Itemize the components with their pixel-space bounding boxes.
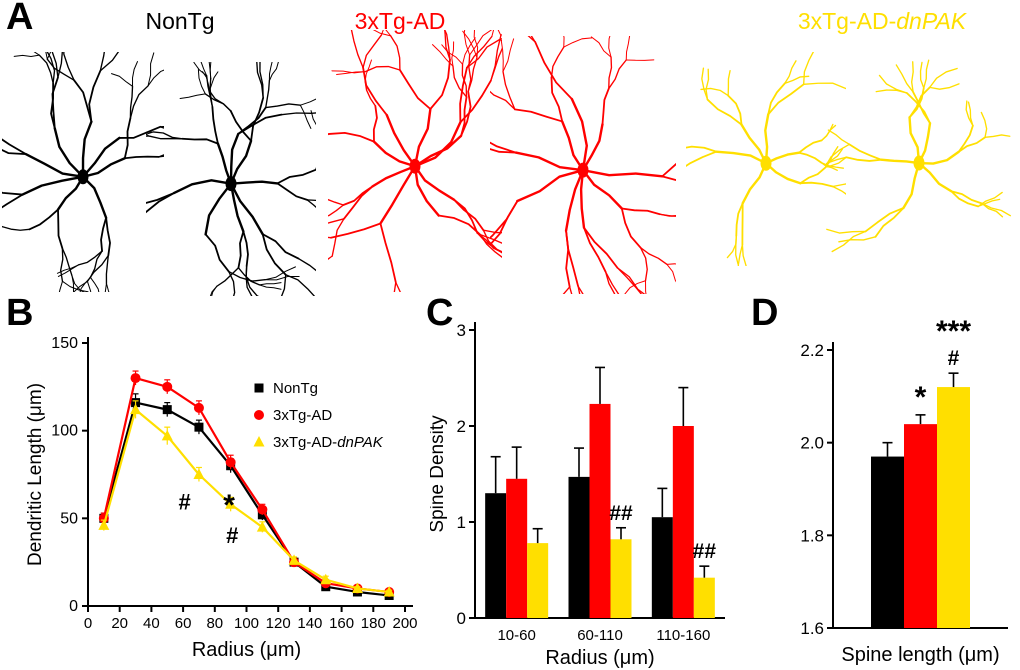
svg-text:0: 0 — [69, 598, 78, 615]
svg-text:140: 140 — [297, 615, 322, 632]
svg-text:Spine Density: Spine Density — [430, 415, 448, 533]
svg-text:150: 150 — [51, 335, 78, 352]
svg-text:3xTg-AD: 3xTg-AD — [273, 407, 332, 424]
svg-text:10-60: 10-60 — [497, 627, 535, 644]
dendritic-length-line-chart: 0 20 40 60 80 100 120 140 160 180 200 0 50 100 150 Radi… — [25, 335, 418, 661]
svg-text:NonTg: NonTg — [273, 380, 318, 397]
neuron-tracing — [146, 62, 316, 296]
svg-text:##: ## — [609, 502, 633, 525]
svg-text:50: 50 — [60, 510, 78, 527]
neuron-tracing — [2, 52, 164, 292]
svg-text:80: 80 — [206, 615, 223, 632]
svg-text:***: *** — [936, 315, 971, 348]
panel-d-label: D — [751, 292, 779, 334]
svg-text:200: 200 — [392, 615, 417, 632]
spine-density-bar-chart: 0 1 2 3 Spine Density 10-60 60-110 110-160Radiu… — [430, 321, 725, 668]
neuron-tracing — [328, 30, 502, 292]
svg-text:100: 100 — [234, 615, 259, 632]
svg-text:*: * — [223, 489, 235, 522]
svg-text:1.8: 1.8 — [800, 526, 824, 545]
svg-text:#: # — [948, 347, 960, 370]
svg-text:2.0: 2.0 — [800, 434, 824, 453]
group-label-nontg: NonTg — [120, 8, 240, 35]
svg-text:60-110: 60-110 — [577, 627, 623, 644]
group-label-3xtg-ad: 3xTg-AD — [330, 8, 470, 35]
svg-text:3: 3 — [457, 321, 466, 340]
svg-text:Spine length (μm): Spine length (μm) — [841, 644, 999, 666]
group-label-nontg-text: NonTg — [145, 8, 215, 34]
svg-text:##: ## — [693, 540, 717, 563]
svg-text:Dendritic Length (μm): Dendritic Length (μm) — [25, 383, 46, 566]
panel-b-label: B — [6, 292, 34, 334]
group-label-3xtg-ad-text: 3xTg-AD — [354, 8, 446, 34]
svg-text:160: 160 — [329, 615, 354, 632]
svg-text:0: 0 — [84, 615, 92, 632]
svg-text:1.6: 1.6 — [800, 619, 824, 638]
group-label-3xtg-ad-dnpak-text: 3xTg-AD- — [797, 8, 897, 34]
svg-text:2.2: 2.2 — [800, 341, 824, 360]
svg-text:Radius (μm): Radius (μm) — [192, 639, 301, 661]
panel-a-label: A — [6, 0, 34, 38]
svg-text:120: 120 — [266, 615, 291, 632]
panel-c-label: C — [426, 292, 454, 334]
svg-text:3xTg-AD-dnPAK: 3xTg-AD-dnPAK — [273, 434, 384, 451]
svg-text:#: # — [226, 523, 238, 548]
svg-text:100: 100 — [51, 423, 78, 440]
svg-text:110-160: 110-160 — [656, 627, 710, 644]
svg-text:Radius (μm): Radius (μm) — [545, 647, 654, 668]
svg-text:*: * — [915, 381, 927, 414]
neuron-tracing — [686, 52, 846, 266]
neuron-tracing — [490, 36, 676, 294]
spine-length-bar-chart: 1.6 1.8 2.0 2.2 Spine length (μm) * #*** — [800, 315, 1008, 666]
svg-text:1: 1 — [457, 513, 466, 532]
svg-text:40: 40 — [143, 615, 160, 632]
svg-text:2: 2 — [457, 417, 466, 436]
svg-text:60: 60 — [175, 615, 192, 632]
svg-text:0: 0 — [457, 609, 466, 628]
neuron-tracing — [826, 59, 1012, 253]
group-label-3xtg-ad-dnpak: 3xTg-AD-dnPAK — [797, 8, 967, 34]
svg-text:180: 180 — [361, 615, 386, 632]
svg-text:#: # — [179, 490, 191, 515]
svg-text:20: 20 — [111, 615, 128, 632]
